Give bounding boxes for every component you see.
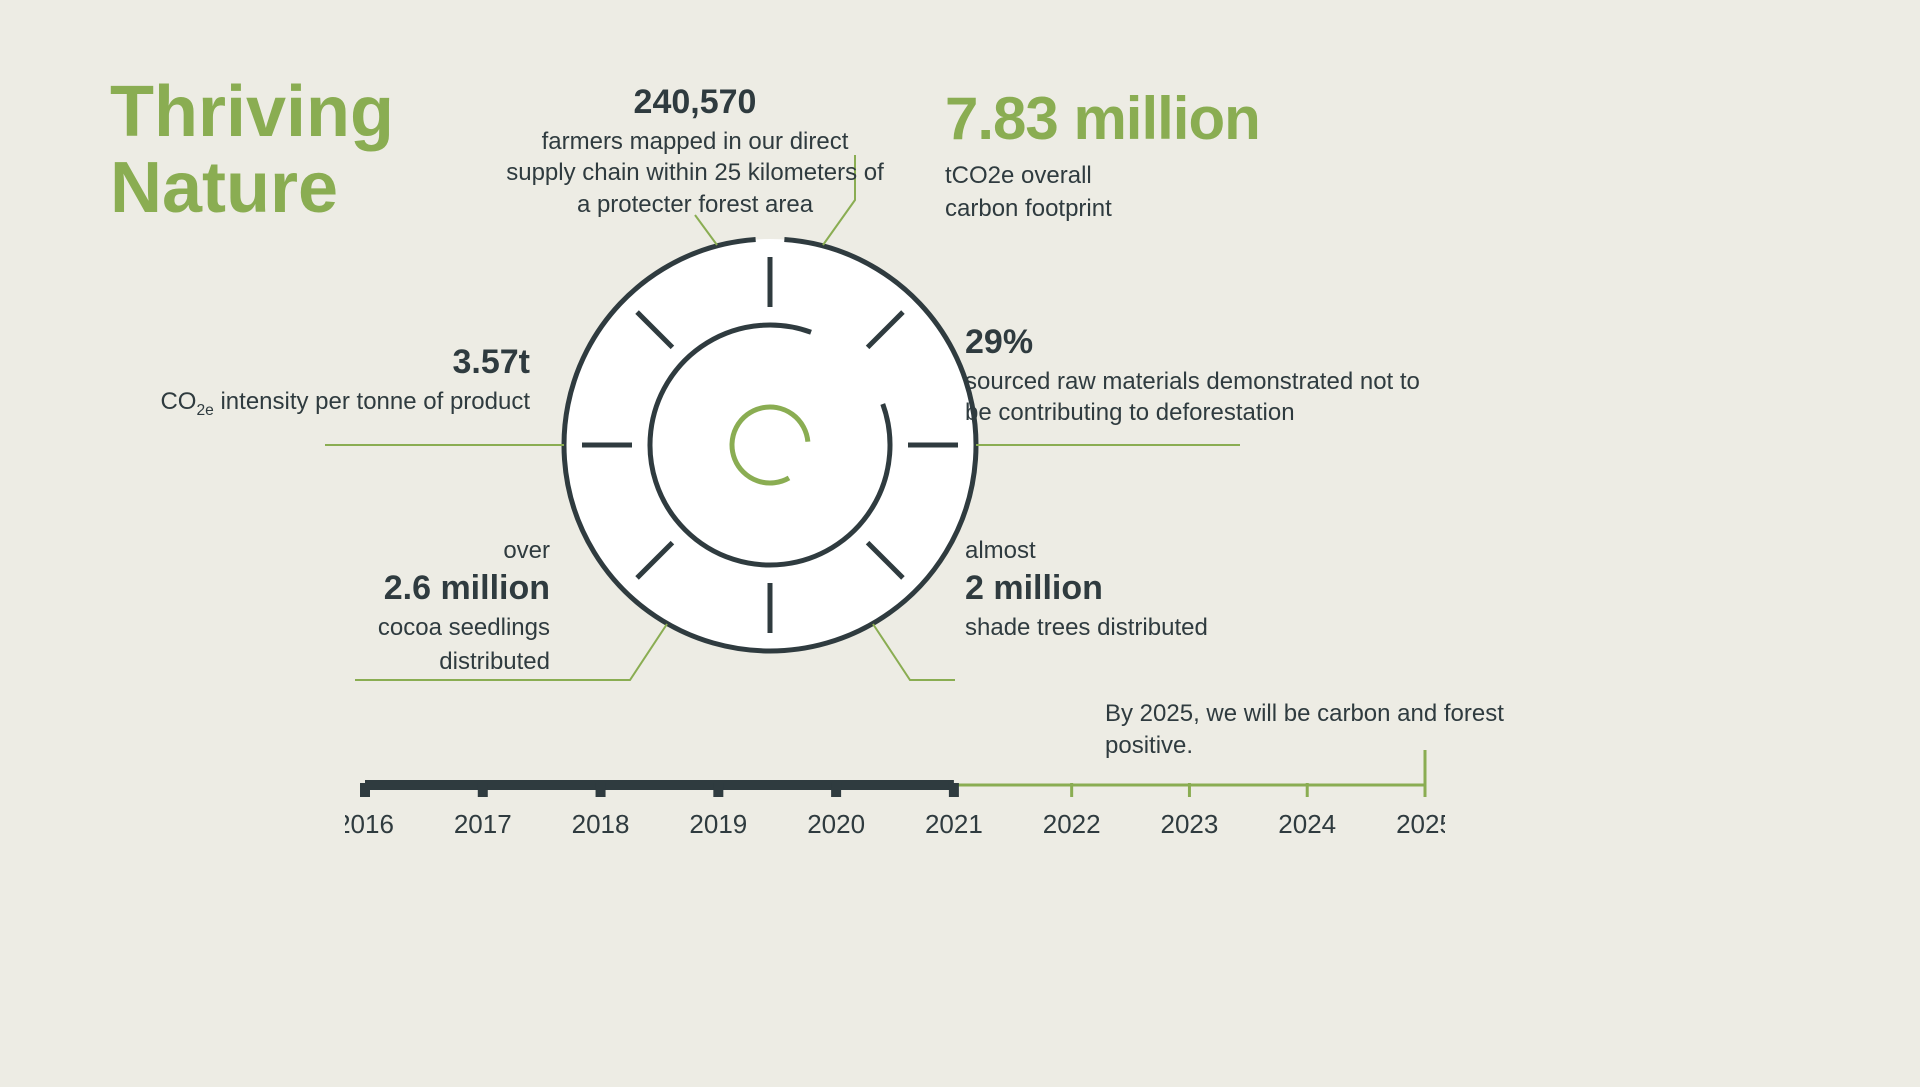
timeline-year: 2019 — [689, 809, 747, 839]
timeline-year: 2023 — [1161, 809, 1219, 839]
callout-farmers: 240,570 farmers mapped in our direct sup… — [505, 80, 885, 220]
timeline-year: 2017 — [454, 809, 512, 839]
callout-intensity: 3.57t CO2e intensity per tonne of produc… — [160, 340, 530, 421]
callout-carbon: 7.83 million tCO2e overall carbon footpr… — [945, 80, 1465, 224]
cocoa-desc-1: cocoa seedlings — [120, 612, 550, 643]
shade-value: 2 million — [965, 566, 1395, 610]
shade-prefix: almost — [965, 535, 1395, 566]
title-line-1: Thriving — [110, 72, 394, 152]
callout-raw: 29% sourced raw materials demonstrated n… — [965, 320, 1445, 429]
timeline-year: 2025 — [1396, 809, 1445, 839]
timeline: 2016 2017 2018 2019 2020 2021 2022 2023 2024 2025 — [345, 750, 1445, 840]
callout-cocoa: over 2.6 million cocoa seedlings distrib… — [120, 535, 550, 677]
timeline-year: 2018 — [572, 809, 630, 839]
timeline-year: 2020 — [807, 809, 865, 839]
intensity-desc: CO2e intensity per tonne of product — [160, 386, 530, 421]
carbon-desc-1: tCO2e overall — [945, 160, 1465, 191]
title-line-2: Nature — [110, 148, 338, 228]
timeline-year: 2024 — [1278, 809, 1336, 839]
timeline-year: 2016 — [345, 809, 394, 839]
intensity-value: 3.57t — [160, 340, 530, 384]
raw-value: 29% — [965, 320, 1445, 364]
timeline-year: 2021 — [925, 809, 983, 839]
carbon-value: 7.83 million — [945, 80, 1465, 158]
raw-desc: sourced raw materials demonstrated not t… — [965, 366, 1445, 428]
cocoa-prefix: over — [120, 535, 550, 566]
cocoa-desc-2: distributed — [120, 646, 550, 677]
farmers-value: 240,570 — [505, 80, 885, 124]
cocoa-value: 2.6 million — [120, 566, 550, 610]
farmers-desc: farmers mapped in our direct supply chai… — [505, 126, 885, 220]
page-title: Thriving Nature — [110, 75, 394, 226]
carbon-desc-2: carbon footprint — [945, 193, 1465, 224]
shade-desc: shade trees distributed — [965, 612, 1395, 643]
radial-dial — [550, 225, 990, 665]
timeline-year: 2022 — [1043, 809, 1101, 839]
callout-shade: almost 2 million shade trees distributed — [965, 535, 1395, 644]
